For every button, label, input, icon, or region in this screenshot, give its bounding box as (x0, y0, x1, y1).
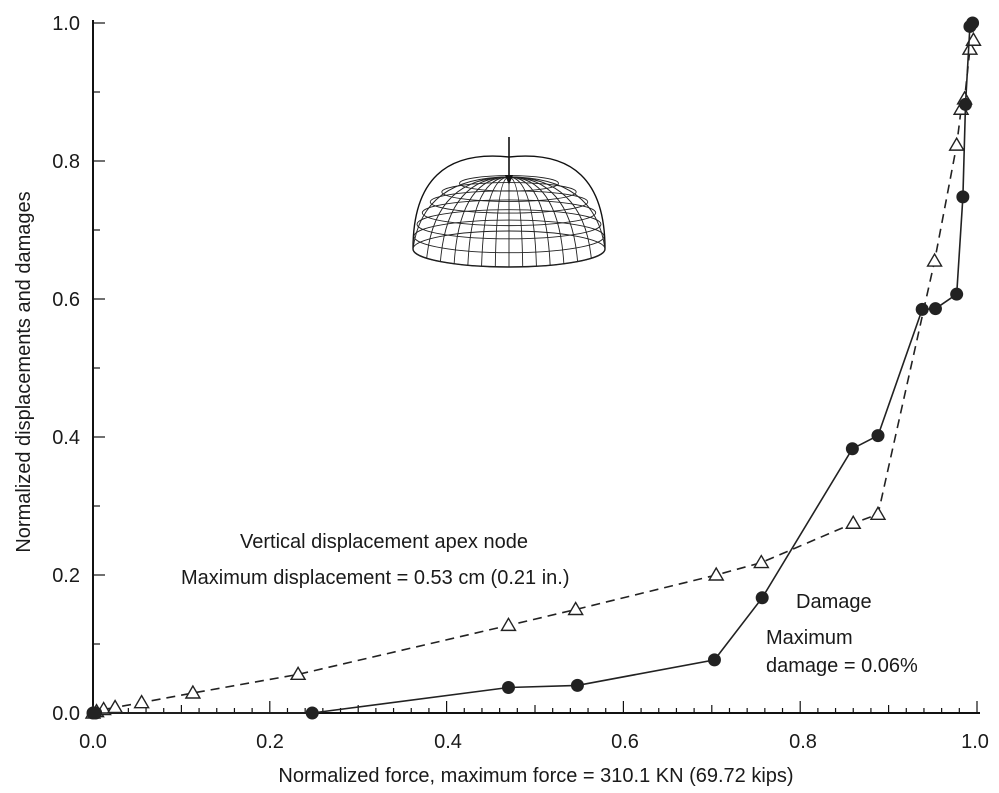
displacement-point (106, 699, 124, 714)
dome-meridian (467, 176, 510, 266)
dome-meridian (508, 176, 537, 267)
x-tick-label: 0.2 (256, 731, 284, 753)
damage-point (956, 190, 970, 204)
axis-ticks (92, 22, 978, 714)
y-axis-title: Normalized displacements and damages (13, 191, 35, 552)
x-tick-label: 0.6 (611, 731, 639, 753)
damage-series-label: Damage (796, 591, 872, 613)
y-tick-label: 0.0 (52, 703, 80, 725)
damage-point (89, 706, 103, 720)
dome-meridian (508, 176, 551, 266)
x-tick-label: 0.8 (789, 731, 817, 753)
y-tick-label: 0.8 (52, 151, 80, 173)
damage-series-line (93, 22, 974, 714)
displacement-point (845, 514, 862, 529)
apex-arrowhead (505, 175, 513, 185)
y-tick-label: 0.6 (52, 289, 80, 311)
dome-meridian (439, 176, 510, 262)
y-tick-label: 1.0 (52, 13, 80, 35)
damage-point (305, 706, 319, 720)
damage-max-label-line1: Maximum (766, 627, 853, 649)
displacement-point (500, 616, 517, 632)
dome-meridian (453, 176, 510, 264)
damage-point (915, 302, 929, 316)
displacement-point (869, 505, 887, 520)
damage-point (959, 97, 973, 111)
y-tick-label: 0.2 (52, 565, 80, 587)
damage-point (707, 653, 721, 667)
damage-point (950, 287, 964, 301)
damage-max-label-line2: damage = 0.06% (766, 655, 918, 677)
damage-point (928, 302, 942, 316)
dome-parallel (416, 209, 602, 240)
x-tick-label: 0.4 (434, 731, 462, 753)
x-tick-label: 0.0 (79, 731, 107, 753)
y-tick-label: 0.4 (52, 427, 80, 449)
damage-point (501, 680, 515, 694)
damage-point (845, 442, 859, 456)
x-tick-label: 1.0 (961, 731, 989, 753)
displacement-point (961, 40, 979, 55)
dome-parallel (413, 219, 605, 254)
dome-meridian (508, 176, 579, 262)
damage-point (570, 678, 584, 692)
damage-point (755, 591, 769, 605)
displacement-point (948, 136, 965, 151)
dome-meridian (508, 176, 606, 250)
dome-parallel (412, 230, 606, 268)
displacement-max-label: Maximum displacement = 0.53 cm (0.21 in.… (181, 567, 570, 589)
x-axis-title: Normalized force, maximum force = 310.1 … (278, 765, 793, 787)
dome-meridian (481, 176, 510, 267)
dome-meridian (508, 176, 565, 264)
dome-parallel (429, 190, 589, 214)
series-layer (84, 16, 982, 720)
displacement-point (926, 252, 943, 267)
displacement-series-label: Vertical displacement apex node (240, 531, 528, 553)
displacement-point (289, 665, 307, 681)
dome-parallel (421, 199, 597, 227)
displacement-point (753, 554, 770, 569)
displacement-point (708, 566, 725, 581)
displacement-point (184, 684, 202, 699)
displacement-point (567, 601, 584, 616)
displacement-point (133, 694, 150, 709)
dome-mesh-illustration (412, 137, 606, 268)
damage-point (871, 429, 885, 443)
damage-point (966, 16, 980, 30)
